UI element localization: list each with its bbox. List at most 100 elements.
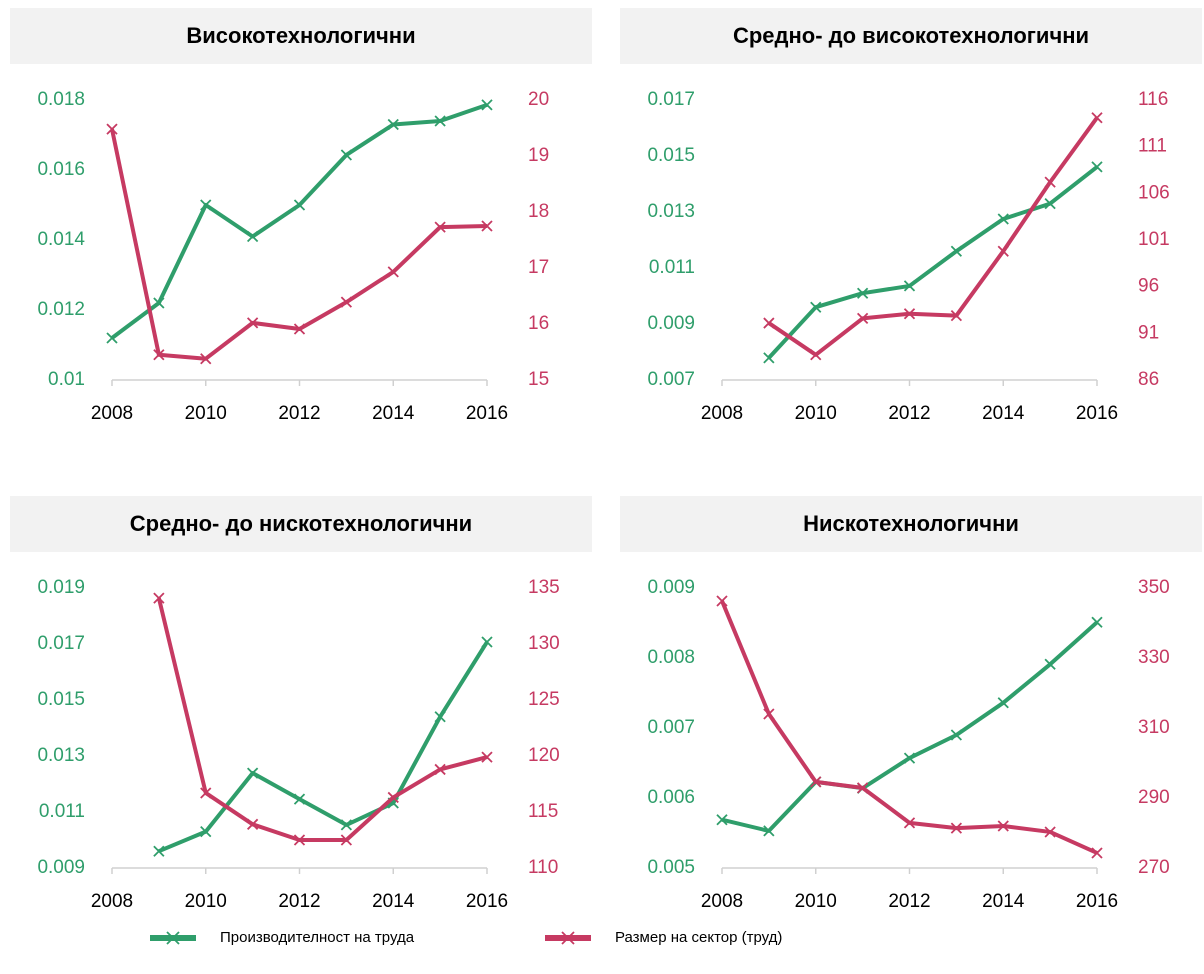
y-tick-label: 0.015 xyxy=(647,145,695,166)
point-marker xyxy=(293,199,306,211)
x-tick-label: 2016 xyxy=(1076,403,1118,424)
y-tick-label: 0.012 xyxy=(37,299,85,320)
point-marker xyxy=(856,287,869,299)
x-tick-label: 2012 xyxy=(278,403,320,424)
x-tick-label: 2016 xyxy=(466,891,508,912)
y-tick-label: 0.007 xyxy=(647,369,695,390)
chart-title: Средно- до нискотехнологични xyxy=(130,511,472,536)
point-marker xyxy=(340,149,353,161)
point-marker xyxy=(903,817,916,829)
y2-tick-label: 106 xyxy=(1138,182,1170,203)
y-tick-label: 0.015 xyxy=(37,689,85,710)
x-tick-label: 2014 xyxy=(372,403,415,424)
y2-tick-label: 135 xyxy=(528,577,560,598)
point-marker xyxy=(200,787,212,799)
point-marker xyxy=(856,782,869,794)
title-bar xyxy=(10,496,592,552)
point-marker xyxy=(153,845,165,857)
point-marker xyxy=(997,213,1009,225)
y-tick-label: 0.009 xyxy=(647,577,695,598)
y2-tick-label: 17 xyxy=(528,257,549,278)
point-marker xyxy=(763,317,775,329)
y-tick-label: 0.01 xyxy=(48,369,85,390)
point-marker xyxy=(340,819,353,831)
x-tick-label: 2012 xyxy=(278,891,320,912)
point-marker xyxy=(340,834,353,846)
point-marker xyxy=(1091,616,1103,628)
point-marker xyxy=(153,592,165,604)
y2-tick-label: 111 xyxy=(1138,136,1167,157)
series-line xyxy=(110,103,488,340)
y-tick-label: 0.017 xyxy=(37,633,85,654)
x-tick-label: 2016 xyxy=(1076,891,1118,912)
point-marker xyxy=(246,317,259,329)
point-marker xyxy=(106,332,118,344)
legend-label: Производителност на труда xyxy=(220,929,415,946)
point-marker xyxy=(763,708,775,720)
y-tick-label: 0.006 xyxy=(647,787,695,808)
x-tick-label: 2010 xyxy=(795,891,837,912)
title-bar xyxy=(620,496,1202,552)
point-marker xyxy=(153,297,165,309)
y2-tick-label: 20 xyxy=(528,89,549,110)
y-tick-label: 0.009 xyxy=(37,857,85,878)
point-marker xyxy=(810,349,822,361)
point-marker xyxy=(950,309,963,322)
point-marker xyxy=(481,220,493,232)
y2-tick-label: 91 xyxy=(1138,322,1159,343)
point-marker xyxy=(293,793,306,805)
series-line xyxy=(767,116,1099,357)
point-marker xyxy=(434,221,446,233)
point-marker xyxy=(200,199,212,211)
y-tick-label: 0.018 xyxy=(37,89,85,110)
series-line xyxy=(110,128,488,361)
point-marker xyxy=(340,296,353,308)
y2-tick-label: 120 xyxy=(528,745,560,766)
x-tick-label: 2014 xyxy=(372,891,415,912)
point-marker xyxy=(763,825,775,837)
point-marker xyxy=(481,99,493,111)
point-marker xyxy=(387,266,399,278)
title-bar xyxy=(10,8,592,64)
y2-tick-label: 350 xyxy=(1138,577,1170,598)
y2-tick-label: 15 xyxy=(528,369,549,390)
point-marker xyxy=(246,230,259,243)
point-marker xyxy=(434,763,446,776)
y-tick-label: 0.016 xyxy=(37,159,85,180)
point-marker xyxy=(293,834,306,846)
legend-marker xyxy=(166,931,180,945)
point-marker xyxy=(810,301,822,313)
y2-tick-label: 330 xyxy=(1138,647,1170,668)
point-marker xyxy=(246,818,259,830)
y2-tick-label: 96 xyxy=(1138,276,1159,297)
point-marker xyxy=(1091,847,1103,859)
series-line xyxy=(720,600,1098,855)
y-tick-label: 0.007 xyxy=(647,717,695,738)
point-marker xyxy=(856,312,869,325)
y2-tick-label: 115 xyxy=(528,801,558,822)
y2-tick-label: 290 xyxy=(1138,787,1170,808)
y-tick-label: 0.019 xyxy=(37,577,85,598)
y-tick-label: 0.013 xyxy=(37,745,85,766)
series-line xyxy=(158,640,489,854)
chart-title: Средно- до високотехнологични xyxy=(733,23,1089,48)
y2-tick-label: 125 xyxy=(528,689,560,710)
y-tick-label: 0.008 xyxy=(647,647,695,668)
x-tick-label: 2008 xyxy=(91,403,133,424)
y-tick-label: 0.005 xyxy=(647,857,695,878)
x-tick-label: 2010 xyxy=(185,403,227,424)
point-marker xyxy=(434,115,446,127)
point-marker xyxy=(903,752,916,764)
point-marker xyxy=(997,820,1009,832)
point-marker xyxy=(434,711,446,723)
x-tick-label: 2008 xyxy=(91,891,133,912)
legend-marker xyxy=(561,931,575,945)
point-marker xyxy=(950,729,963,741)
point-marker xyxy=(716,814,728,826)
y2-tick-label: 130 xyxy=(528,633,560,654)
point-marker xyxy=(1091,112,1103,124)
point-marker xyxy=(950,245,963,257)
point-marker xyxy=(997,245,1009,257)
y2-tick-label: 310 xyxy=(1138,717,1170,738)
